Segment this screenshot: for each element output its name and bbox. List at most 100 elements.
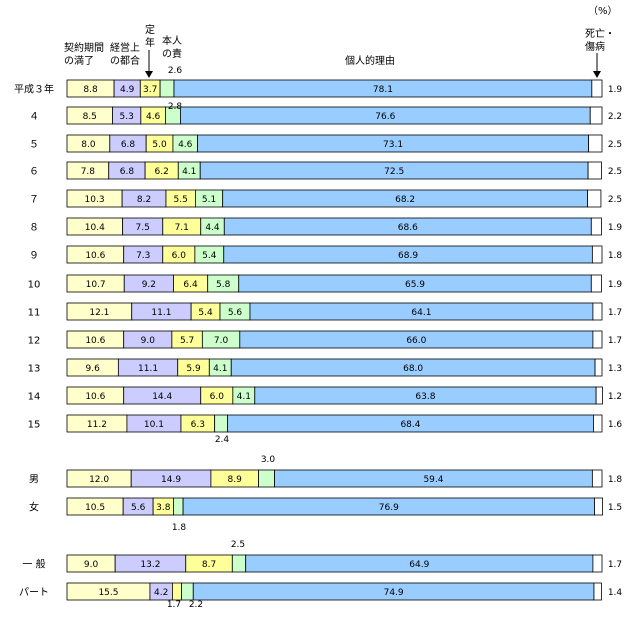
data-label-6-2: 6.0 xyxy=(172,251,187,261)
category-label-12: 15 xyxy=(28,420,41,431)
data-label-10-1: 11.1 xyxy=(138,364,158,374)
data-label-12-5: 1.6 xyxy=(608,420,623,430)
legend-retire-line2: 年 xyxy=(145,36,155,49)
category-label-8: 11 xyxy=(28,308,41,319)
data-label-10-0: 9.6 xyxy=(86,364,101,374)
data-label-11-0: 10.6 xyxy=(85,392,105,402)
bar-segment-14-3 xyxy=(173,497,184,516)
data-label-4-3: 5.1 xyxy=(202,195,216,205)
data-label-3-2: 6.2 xyxy=(155,167,169,177)
data-label-15-3: 2.5 xyxy=(231,540,245,550)
data-label-0-4: 78.1 xyxy=(373,85,393,95)
bar-segment-0-5 xyxy=(591,79,603,98)
data-label-8-4: 64.1 xyxy=(411,308,431,318)
category-label-7: 10 xyxy=(28,280,41,291)
data-label-3-3: 4.1 xyxy=(182,167,196,177)
data-label-13-0: 12.0 xyxy=(89,475,109,485)
data-label-1-2: 4.6 xyxy=(146,112,161,122)
data-label-7-2: 6.4 xyxy=(183,280,198,290)
category-label-16: パート xyxy=(19,587,49,599)
legend-fault-line1: 本人 xyxy=(162,34,182,47)
data-label-2-0: 8.0 xyxy=(81,140,96,150)
bar-segment-6-5 xyxy=(591,245,603,264)
legend-personal: 個人的理由 xyxy=(345,54,395,67)
category-label-0: 平成３年 xyxy=(14,83,54,96)
data-label-2-5: 2.5 xyxy=(608,140,622,150)
data-label-6-4: 68.9 xyxy=(398,251,418,261)
data-label-6-0: 10.6 xyxy=(85,251,105,261)
bar-segment-4-5 xyxy=(587,189,602,208)
data-label-11-5: 1.2 xyxy=(608,392,622,402)
data-label-6-3: 5.4 xyxy=(202,251,217,261)
data-label-9-4: 66.0 xyxy=(406,336,426,346)
legend-death-arrow-head xyxy=(593,71,601,78)
data-label-14-1: 5.6 xyxy=(131,503,146,513)
data-label-14-4: 76.9 xyxy=(379,503,399,513)
data-label-8-2: 5.4 xyxy=(198,308,213,318)
category-label-3: ６ xyxy=(29,167,39,178)
data-label-16-2: 1.7 xyxy=(167,600,181,610)
data-label-8-3: 5.6 xyxy=(228,308,243,318)
data-label-4-1: 8.2 xyxy=(137,195,151,205)
bar-segment-11-5 xyxy=(595,386,603,405)
bar-segment-16-5 xyxy=(593,582,602,601)
data-label-3-5: 2.5 xyxy=(608,167,622,177)
data-label-8-0: 12.1 xyxy=(89,308,109,318)
data-label-5-2: 7.1 xyxy=(175,223,189,233)
legend-contract-line1: 契約期間 xyxy=(64,41,104,54)
bar-segment-14-5 xyxy=(594,497,603,516)
category-label-14: 女 xyxy=(29,501,39,514)
data-label-8-5: 1.7 xyxy=(608,308,622,318)
legend-contract-line2: の満了 xyxy=(64,55,94,67)
data-label-13-2: 8.9 xyxy=(228,475,243,485)
bar-segment-1-5 xyxy=(589,106,603,125)
data-label-7-0: 10.7 xyxy=(86,280,106,290)
legend-business-line1: 経営上 xyxy=(110,41,140,54)
data-label-2-3: 4.6 xyxy=(178,140,193,150)
data-label-7-4: 65.9 xyxy=(405,280,425,290)
data-label-16-5: 1.4 xyxy=(608,588,623,598)
data-label-9-3: 7.0 xyxy=(214,336,229,346)
data-label-13-5: 1.8 xyxy=(608,475,623,485)
data-label-5-5: 1.9 xyxy=(608,223,623,233)
category-label-10: 13 xyxy=(28,364,41,375)
bar-segment-7-5 xyxy=(590,274,602,293)
data-label-15-4: 64.9 xyxy=(409,560,429,570)
unit-label: （%） xyxy=(588,6,618,17)
data-label-4-5: 2.5 xyxy=(608,195,622,205)
data-label-15-0: 9.0 xyxy=(84,560,99,570)
data-label-4-4: 68.2 xyxy=(395,195,415,205)
data-label-16-0: 15.5 xyxy=(98,588,118,598)
data-label-16-4: 74.9 xyxy=(384,588,404,598)
data-label-0-1: 4.9 xyxy=(120,85,135,95)
data-label-3-1: 6.8 xyxy=(120,167,135,177)
legend-death-line2: 傷病 xyxy=(585,40,605,53)
data-label-10-5: 1.3 xyxy=(608,364,622,374)
legend-fault-line2: の責 xyxy=(162,47,182,60)
bar-segment-2-5 xyxy=(588,134,603,153)
data-label-14-0: 10.5 xyxy=(85,503,105,513)
data-label-11-3: 4.1 xyxy=(237,392,251,402)
category-label-4: ７ xyxy=(29,195,39,206)
data-label-7-1: 9.2 xyxy=(142,280,156,290)
data-label-13-3: 3.0 xyxy=(261,455,276,465)
data-label-0-2: 3.7 xyxy=(143,85,157,95)
bar-segment-16-3 xyxy=(181,582,194,601)
legend-retire-arrow-head xyxy=(145,71,153,78)
data-label-6-1: 7.3 xyxy=(136,251,150,261)
bar-segment-12-3 xyxy=(214,414,228,433)
data-label-14-2: 3.8 xyxy=(156,503,171,513)
data-label-15-1: 13.2 xyxy=(140,560,160,570)
data-label-14-3: 1.8 xyxy=(172,523,187,533)
data-label-10-4: 68.0 xyxy=(403,364,423,374)
bar-segment-3-5 xyxy=(587,161,602,180)
category-label-6: ９ xyxy=(29,251,39,262)
bar-segment-13-3 xyxy=(258,469,275,488)
data-label-3-4: 72.5 xyxy=(384,167,404,177)
legend-death-line1: 死亡・ xyxy=(585,27,615,40)
category-label-13: 男 xyxy=(29,474,39,486)
data-label-9-2: 5.7 xyxy=(180,336,194,346)
bar-segment-10-5 xyxy=(594,358,603,377)
